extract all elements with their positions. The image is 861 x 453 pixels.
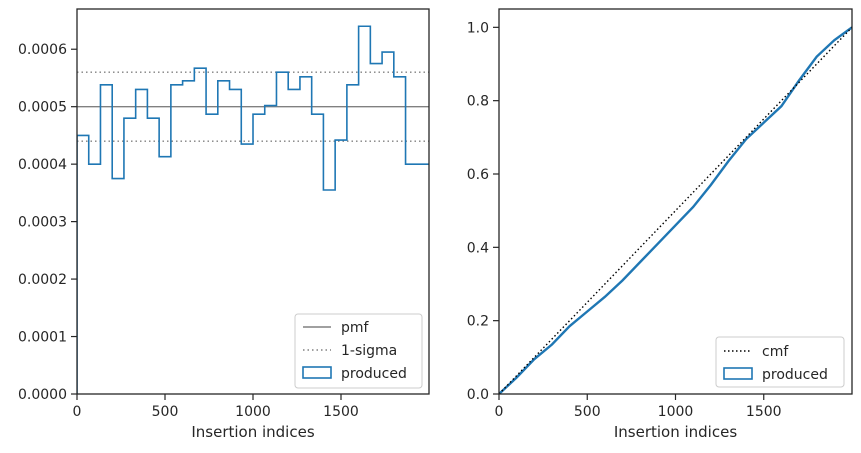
legend-label: cmf [762, 344, 789, 360]
right-legend: cmf produced [715, 336, 845, 388]
left-xtick-label: 500 [152, 404, 179, 420]
left-xlabel: Insertion indices [191, 423, 314, 441]
produced-step-histogram [77, 25, 429, 394]
left-ytick-label: 0.0004 [18, 157, 67, 173]
right-xtick-label: 1500 [746, 404, 782, 420]
left-ytick-label: 0.0001 [18, 330, 67, 346]
left-xtick-label: 0 [73, 404, 82, 420]
right-frame [498, 8, 853, 395]
right-ytick-label: 0.8 [467, 94, 489, 110]
right-xtick-label: 1000 [658, 404, 694, 420]
left-ytick-label: 0.0002 [18, 272, 67, 288]
legend-box [294, 313, 423, 389]
legend-label: 1-sigma [341, 343, 397, 359]
left-xtick-label: 1500 [323, 404, 359, 420]
legend-swatch-produced [302, 366, 332, 379]
right-ytick-label: 1.0 [467, 20, 489, 36]
right-xlabel: Insertion indices [614, 423, 737, 441]
right-xtick-label: 0 [495, 404, 504, 420]
left-ytick-label: 0.0000 [18, 387, 67, 403]
produced-cumulative-line [499, 26, 852, 394]
right-ytick-label: 0.4 [467, 240, 489, 256]
right-ytick-label: 0.6 [467, 167, 489, 183]
left-legend: pmf 1-sigma produced [294, 313, 423, 389]
legend-swatch-produced [723, 367, 753, 380]
right-xtick-label: 500 [574, 404, 601, 420]
right-ytick-label: 0.2 [467, 314, 489, 330]
left-frame [76, 8, 430, 395]
right-chart-cmf: 0 500 1000 1500 0.0 0.2 0.4 0.6 0.8 1.0 Insertion … [467, 8, 853, 441]
left-chart-pmf: 0 500 1000 1500 0.0000 0.0001 0.0002 0.0003 0.00… [18, 8, 430, 441]
left-ytick-label: 0.0003 [18, 215, 67, 231]
legend-label: produced [341, 366, 407, 382]
legend-label: produced [762, 367, 828, 383]
legend-label: pmf [341, 320, 370, 336]
left-xtick-label: 1000 [235, 404, 271, 420]
left-ytick-label: 0.0006 [18, 42, 67, 58]
legend-box [715, 336, 845, 388]
left-ytick-label: 0.0005 [18, 100, 67, 116]
cmf-line [499, 26, 852, 394]
right-ytick-label: 0.0 [467, 387, 489, 403]
